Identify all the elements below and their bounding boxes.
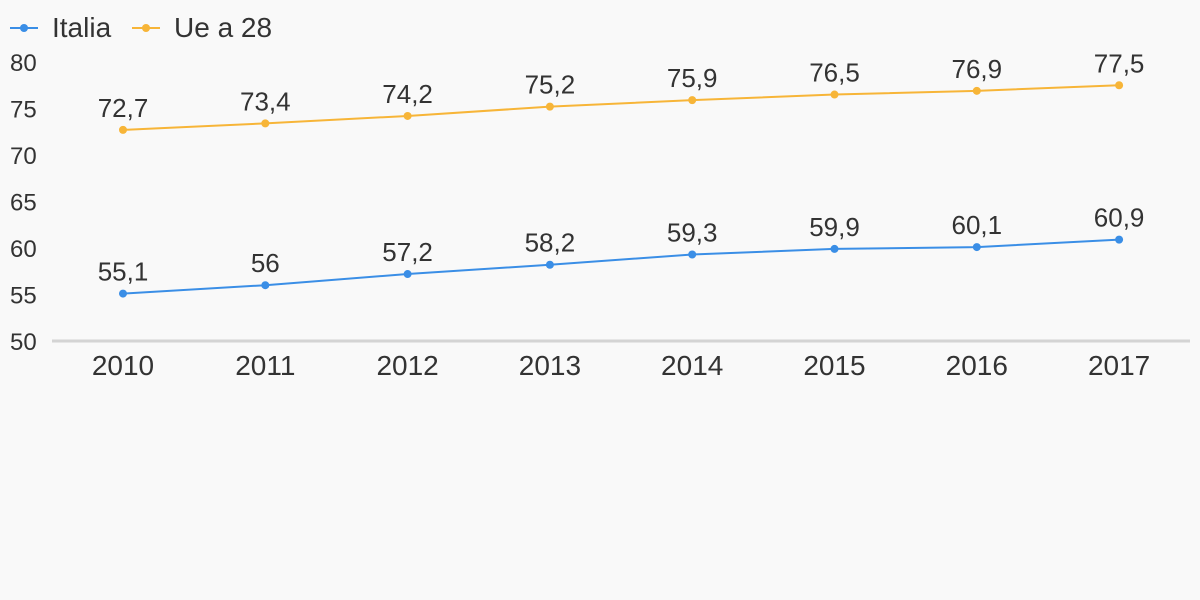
data-point <box>403 111 412 120</box>
y-axis: 50 55 60 65 70 75 80 <box>10 50 37 356</box>
data-label: 73,4 <box>240 86 291 116</box>
legend-marker <box>20 24 28 32</box>
data-label: 76,5 <box>809 58 860 88</box>
data-label: 74,2 <box>382 79 433 109</box>
y-tick-label: 80 <box>10 50 37 77</box>
data-point <box>1115 235 1124 244</box>
data-point <box>1115 81 1124 90</box>
legend-item: Italia <box>10 12 112 43</box>
series-line <box>122 238 1120 295</box>
data-label: 72,7 <box>98 93 149 123</box>
data-label: 75,9 <box>667 63 718 93</box>
data-point <box>261 119 270 128</box>
data-point <box>688 250 697 259</box>
y-tick-label: 60 <box>10 236 37 263</box>
x-tick-label: 2017 <box>1088 350 1150 381</box>
data-point <box>119 125 127 134</box>
y-tick-label: 70 <box>10 143 37 170</box>
data-point <box>830 244 839 253</box>
legend-item: Ue a 28 <box>132 12 272 43</box>
data-label: 55,1 <box>98 257 149 287</box>
y-tick-label: 75 <box>10 97 37 124</box>
data-label: 56 <box>251 248 280 278</box>
data-point <box>403 270 412 279</box>
y-tick-label: 55 <box>10 283 37 310</box>
x-tick-label: 2011 <box>235 350 295 381</box>
data-label: 59,9 <box>809 212 860 242</box>
data-point <box>119 289 127 298</box>
legend: Italia Ue a 28 <box>10 12 272 43</box>
legend-label: Ue a 28 <box>174 12 272 43</box>
data-label: 75,2 <box>525 70 576 100</box>
series-1: 55,1 56 57,2 58,2 59,3 59,9 60,1 60,9 <box>98 203 1145 298</box>
series-line <box>122 84 1120 131</box>
data-label: 77,5 <box>1094 48 1145 78</box>
x-axis: 2010 2011 2012 2013 2014 2015 2016 2017 <box>92 350 1150 381</box>
data-point <box>545 260 554 269</box>
series-2: 72,7 73,4 74,2 75,2 75,9 76,5 76,9 77,5 <box>98 48 1145 134</box>
x-tick-label: 2016 <box>946 350 1008 381</box>
data-label: 60,1 <box>951 210 1002 240</box>
legend-marker <box>142 24 150 32</box>
x-tick-label: 2013 <box>519 350 581 381</box>
y-tick-label: 65 <box>10 190 37 217</box>
data-point <box>972 243 981 252</box>
x-tick-label: 2014 <box>661 350 723 381</box>
series-layer: 55,1 56 57,2 58,2 59,3 59,9 60,1 60,9 72,7 73,4 74… <box>98 48 1145 298</box>
data-label: 57,2 <box>382 237 433 267</box>
data-label: 59,3 <box>667 218 718 248</box>
data-point <box>688 96 697 105</box>
data-point <box>545 102 554 111</box>
y-tick-label: 50 <box>10 329 37 356</box>
data-point <box>830 90 839 99</box>
x-tick-label: 2012 <box>376 350 438 381</box>
data-label: 58,2 <box>525 228 576 258</box>
data-label: 76,9 <box>951 54 1002 84</box>
data-label: 60,9 <box>1094 203 1145 233</box>
x-tick-label: 2015 <box>803 350 865 381</box>
x-tick-label: 2010 <box>92 350 154 381</box>
legend-label: Italia <box>52 12 112 43</box>
data-point <box>972 86 981 95</box>
data-point <box>261 281 270 290</box>
